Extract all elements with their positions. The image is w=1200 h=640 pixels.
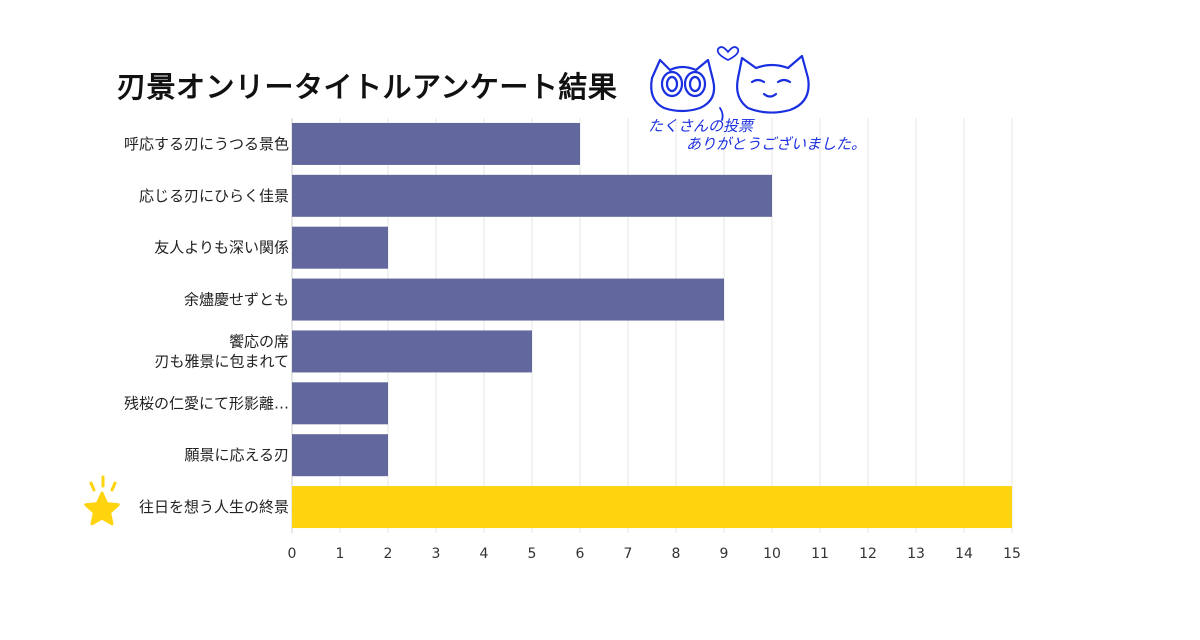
x-tick-label: 8 xyxy=(672,546,681,562)
category-label: 残桜の仁愛にて形影離… xyxy=(124,394,289,412)
bar xyxy=(292,278,724,321)
thanks-note-line2: ありがとうございました。 xyxy=(686,135,866,153)
bar xyxy=(292,330,532,373)
bar xyxy=(292,122,580,165)
category-labels: 呼応する刃にうつる景色応じる刃にひらく佳景友人よりも深い関係余燼慶せずとも饗応の… xyxy=(124,135,289,516)
thanks-note-line1: たくさんの投票 xyxy=(648,117,755,135)
x-tick-label: 0 xyxy=(288,546,297,562)
x-tick-label: 1 xyxy=(336,546,345,562)
bar xyxy=(292,174,772,217)
category-label: 饗応の席刃も雅景に包まれて xyxy=(154,332,289,370)
star-icon xyxy=(84,475,120,526)
x-tick-label: 6 xyxy=(576,546,585,562)
x-tick-label: 11 xyxy=(811,546,829,562)
bar-highlight xyxy=(292,486,1012,529)
bars xyxy=(292,122,1012,529)
category-label: 友人よりも深い関係 xyxy=(154,239,289,257)
x-axis-ticks: 0 1 2 3 4 5 6 7 8 9 10 11 12 13 14 15 xyxy=(288,546,1021,562)
x-tick-label: 9 xyxy=(720,546,729,562)
x-tick-label: 14 xyxy=(955,546,973,562)
category-label: 往日を想う人生の終景 xyxy=(139,498,289,516)
bar xyxy=(292,434,388,477)
cat-doodle-icon xyxy=(650,46,810,121)
category-label: 余燼慶せずとも xyxy=(184,291,289,309)
x-tick-label: 5 xyxy=(528,546,537,562)
x-tick-label: 3 xyxy=(432,546,441,562)
bar xyxy=(292,382,388,425)
category-label: 願景に応える刃 xyxy=(184,446,289,464)
x-tick-label: 7 xyxy=(624,546,633,562)
category-label: 応じる刃にひらく佳景 xyxy=(139,187,289,205)
x-tick-label: 10 xyxy=(763,546,781,562)
category-label: 呼応する刃にうつる景色 xyxy=(124,135,289,153)
bar xyxy=(292,226,388,269)
x-tick-label: 15 xyxy=(1003,546,1021,562)
chart-title: 刃景オンリータイトルアンケート結果 xyxy=(117,70,618,104)
x-tick-label: 12 xyxy=(859,546,877,562)
x-tick-label: 4 xyxy=(480,546,489,562)
x-tick-label: 13 xyxy=(907,546,925,562)
x-tick-label: 2 xyxy=(384,546,393,562)
